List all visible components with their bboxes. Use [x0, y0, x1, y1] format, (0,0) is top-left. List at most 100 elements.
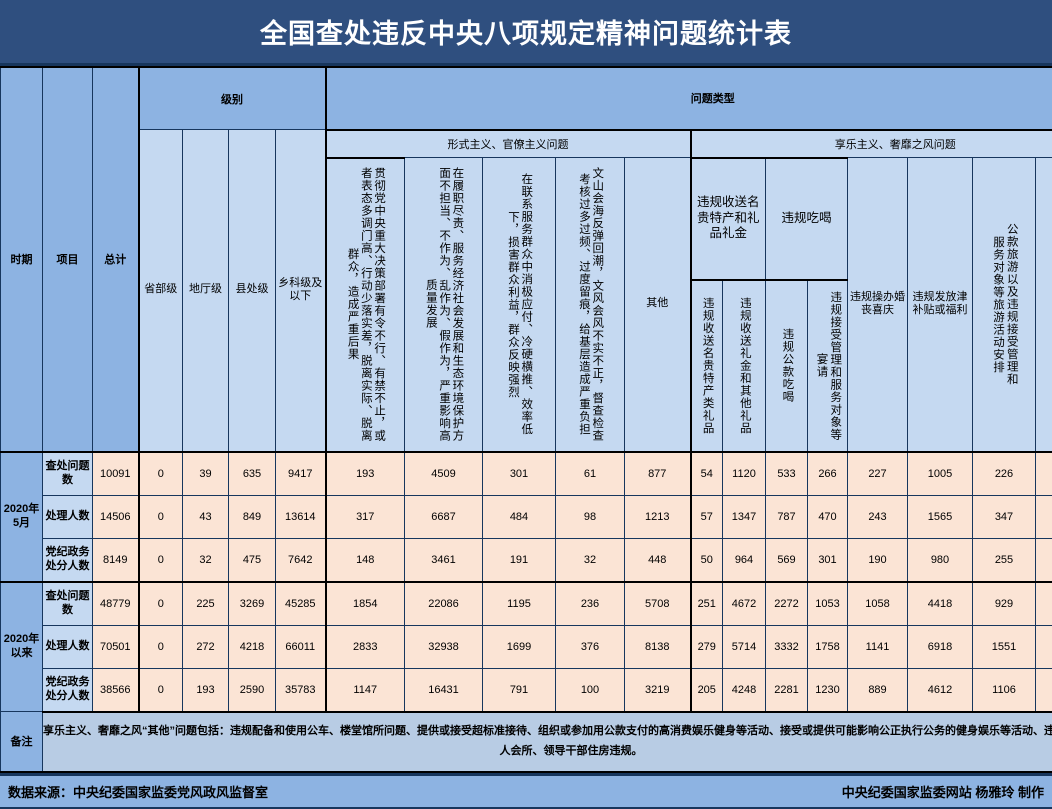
- cell-dining-1: 266: [808, 452, 848, 496]
- group-header-dining: 违规吃喝: [766, 158, 848, 280]
- row-item-label: 处理人数: [43, 495, 93, 538]
- cell-gift-1: 4248: [723, 668, 766, 712]
- cell-gift-0: 251: [691, 582, 723, 626]
- cell-hedonism-1: 4418: [908, 582, 973, 626]
- cell-gift-0: 205: [691, 668, 723, 712]
- row-item-label: 查处问题数: [43, 582, 93, 626]
- cell-gift-0: 54: [691, 452, 723, 496]
- hedonism-2-label: 公款旅游以及违规接受管理和服务对象等旅游活动安排: [990, 222, 1018, 387]
- cell-formalism-2: 301: [483, 452, 556, 496]
- cell-formalism-1: 22086: [405, 582, 483, 626]
- col-header-gift-0: 违规收送名贵特产类礼品: [691, 280, 723, 452]
- table-row: 处理人数 70501 0 272 4218 66011 2833 32938 1…: [1, 625, 1052, 668]
- cell-formalism-other: 877: [625, 452, 691, 496]
- cell-level-3: 66011: [276, 625, 326, 668]
- cell-dining-1: 301: [808, 538, 848, 582]
- cell-total: 10091: [93, 452, 139, 496]
- cell-level-3: 45285: [276, 582, 326, 626]
- col-header-formalism-3: 文山会海反弹回潮，文风会风不实不正，督查检查考核过多过频、过度留痕，给基层造成严…: [556, 158, 625, 452]
- cell-gift-0: 57: [691, 495, 723, 538]
- col-header-level-0: 省部级: [139, 130, 183, 452]
- col-header-level-3: 乡科级及以下: [276, 130, 326, 452]
- cell-formalism-other: 3219: [625, 668, 691, 712]
- table-row: 2020年以来 查处问题数 48779 0 225 3269 45285 185…: [1, 582, 1052, 626]
- cell-dining-1: 1230: [808, 668, 848, 712]
- cell-dining-0: 569: [766, 538, 808, 582]
- cell-level-1: 193: [183, 668, 229, 712]
- page-title: 全国查处违反中央八项规定精神问题统计表: [260, 12, 792, 51]
- cell-hedonism-0: 1058: [848, 582, 908, 626]
- cell-formalism-2: 791: [483, 668, 556, 712]
- cell-hedonism-other: 3047: [1036, 582, 1052, 626]
- cell-formalism-2: 1195: [483, 582, 556, 626]
- cell-hedonism-2: 929: [973, 582, 1036, 626]
- cell-formalism-2: 191: [483, 538, 556, 582]
- cell-total: 48779: [93, 582, 139, 626]
- cell-hedonism-1: 980: [908, 538, 973, 582]
- cell-hedonism-0: 889: [848, 668, 908, 712]
- dining-0-label: 违规公款吃喝: [780, 328, 794, 403]
- cell-gift-0: 50: [691, 538, 723, 582]
- col-header-formalism-0: 贯彻党中央重大决策部署有令不行、有禁不止，或者表态多调门高、行动少落实差，脱离实…: [326, 158, 405, 452]
- data-source-label: 数据来源：中央纪委国家监委党风政风监督室: [8, 782, 268, 801]
- cell-formalism-0: 2833: [326, 625, 405, 668]
- remark-text: 享乐主义、奢靡之风“其他”问题包括：违规配备和使用公车、楼堂馆所问题、提供或接受…: [43, 712, 1052, 772]
- cell-level-0: 0: [139, 668, 183, 712]
- cell-hedonism-0: 243: [848, 495, 908, 538]
- cell-gift-1: 1347: [723, 495, 766, 538]
- cell-level-1: 272: [183, 625, 229, 668]
- cell-dining-0: 533: [766, 452, 808, 496]
- cell-gift-1: 4672: [723, 582, 766, 626]
- cell-gift-1: 964: [723, 538, 766, 582]
- cell-hedonism-2: 255: [973, 538, 1036, 582]
- cell-formalism-other: 8138: [625, 625, 691, 668]
- cell-hedonism-other: 2307: [1036, 668, 1052, 712]
- col-header-hedonism-other: 其他: [1036, 158, 1052, 452]
- cell-level-0: 0: [139, 625, 183, 668]
- dining-1-label: 违规接受管理和服务对象等宴请: [814, 286, 842, 446]
- cell-hedonism-1: 1005: [908, 452, 973, 496]
- col-header-hedonism-0: 违规操办婚丧喜庆: [848, 158, 908, 452]
- group-header-level: 级别: [139, 67, 326, 130]
- cell-level-1: 39: [183, 452, 229, 496]
- row-item-label: 处理人数: [43, 625, 93, 668]
- col-header-formalism-2: 在联系服务群众中消极应付、冷硬横推、效率低下，损害群众利益，群众反映强烈: [483, 158, 556, 452]
- cell-formalism-1: 6687: [405, 495, 483, 538]
- row-item-label: 党纪政务处分人数: [43, 668, 93, 712]
- cell-hedonism-2: 1551: [973, 625, 1036, 668]
- cell-level-1: 43: [183, 495, 229, 538]
- cell-level-3: 13614: [276, 495, 326, 538]
- title-bar: 全国查处违反中央八项规定精神问题统计表: [0, 0, 1052, 66]
- col-header-dining-1: 违规接受管理和服务对象等宴请: [808, 280, 848, 452]
- row-period-0: 2020年5月: [1, 452, 43, 582]
- cell-hedonism-other: 719: [1036, 452, 1052, 496]
- cell-hedonism-0: 227: [848, 452, 908, 496]
- col-header-item: 项目: [43, 67, 93, 452]
- cell-level-2: 635: [229, 452, 276, 496]
- cell-formalism-1: 4509: [405, 452, 483, 496]
- row-item-label: 查处问题数: [43, 452, 93, 496]
- cell-formalism-3: 100: [556, 668, 625, 712]
- cell-level-0: 0: [139, 538, 183, 582]
- gift-1-label: 违规收送礼金和其他礼品: [737, 297, 751, 435]
- cell-formalism-other: 448: [625, 538, 691, 582]
- cell-hedonism-0: 1141: [848, 625, 908, 668]
- cell-hedonism-2: 1106: [973, 668, 1036, 712]
- cell-total: 14506: [93, 495, 139, 538]
- cell-total: 8149: [93, 538, 139, 582]
- cell-dining-1: 470: [808, 495, 848, 538]
- table-row: 处理人数 14506 0 43 849 13614 317 6687 484 9…: [1, 495, 1052, 538]
- cell-formalism-0: 1147: [326, 668, 405, 712]
- cell-total: 38566: [93, 668, 139, 712]
- cell-level-3: 7642: [276, 538, 326, 582]
- cell-dining-0: 2272: [766, 582, 808, 626]
- table-row: 党纪政务处分人数 38566 0 193 2590 35783 1147 164…: [1, 668, 1052, 712]
- group-header-gift: 违规收送名贵特产和礼品礼金: [691, 158, 766, 280]
- cell-level-1: 32: [183, 538, 229, 582]
- col-header-dining-0: 违规公款吃喝: [766, 280, 808, 452]
- table-row: 党纪政务处分人数 8149 0 32 475 7642 148 3461 191…: [1, 538, 1052, 582]
- formalism-3-label: 文山会海反弹回潮，文风会风不实不正，督查检查考核过多过频、过度留痕，给基层造成严…: [577, 167, 603, 442]
- cell-hedonism-2: 226: [973, 452, 1036, 496]
- cell-gift-1: 1120: [723, 452, 766, 496]
- cell-hedonism-other: 3824: [1036, 625, 1052, 668]
